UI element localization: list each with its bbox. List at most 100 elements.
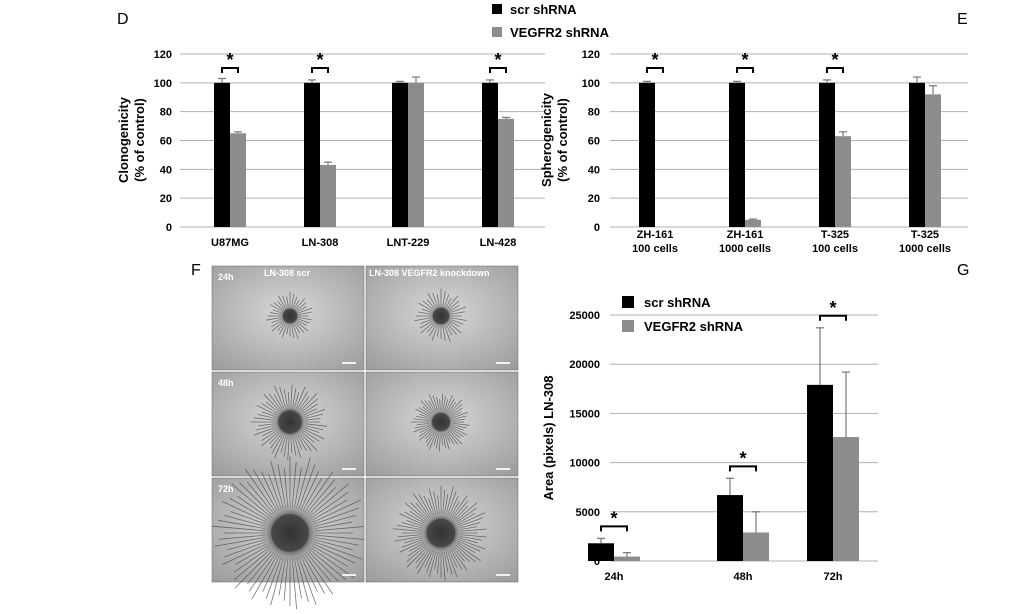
bar-scr	[909, 82, 925, 227]
spike	[296, 457, 311, 509]
bar-vegfr2	[835, 136, 851, 227]
spike	[310, 547, 355, 579]
significance-bracket	[736, 67, 754, 73]
significance-star: *	[316, 50, 323, 70]
y-tick-label: 0	[594, 556, 600, 568]
significance-bracket	[729, 465, 757, 472]
category-label: ZH-161 1000 cells	[719, 229, 771, 255]
y-tick-label: 25000	[569, 310, 600, 322]
scale-bar	[496, 468, 510, 470]
category-label-line: 72h	[824, 571, 843, 583]
spike	[234, 550, 273, 589]
panel-letter-g: G	[957, 262, 969, 279]
category-label-line: 1000 cells	[719, 243, 771, 255]
y-tick-label: 40	[588, 164, 600, 176]
y-axis-label-line: Spherogenicity	[539, 92, 554, 187]
significance-bracket	[600, 525, 628, 532]
scale-bar	[496, 362, 510, 364]
category-label: U87MG	[211, 237, 249, 249]
category-label-line: 100 cells	[812, 243, 858, 255]
legend-swatch	[622, 296, 634, 308]
microscopy-panel: 24h 48h 72h LN-308 scr LN-308 VEGFR2 knockdo…	[211, 265, 519, 611]
bar-vegfr2	[230, 133, 246, 227]
category-label: T-325 1000 cells	[899, 229, 951, 255]
legend-swatch-vegfr2	[492, 27, 502, 37]
chart-spherogenicity: 0 20 40 60 80 100 120 Spherogenicity(% of contr…	[539, 49, 968, 255]
bar-vegfr2	[614, 556, 640, 561]
category-label-line: T-325	[821, 229, 849, 241]
microscopy-image: 24h	[211, 265, 365, 371]
panel-letter-f: F	[191, 262, 201, 279]
spheroid-center	[432, 413, 450, 431]
significance-bracket	[819, 314, 847, 321]
legend-label-vegfr2: VEGFR2 shRNA	[510, 25, 610, 40]
spike	[309, 483, 349, 518]
y-axis-label-line: Clonogenicity	[116, 96, 131, 183]
bar-vegfr2	[833, 437, 859, 561]
bar-scr	[729, 82, 745, 227]
y-tick-label: 80	[160, 107, 172, 119]
category-label: ZH-161 100 cells	[632, 229, 678, 255]
legend-label-scr: scr shRNA	[510, 2, 577, 17]
scale-bar	[342, 362, 356, 364]
col-label-knockdown: LN-308 VEGFR2 knockdown	[369, 268, 490, 278]
spheroid-center	[278, 410, 302, 434]
y-axis-label: Clonogenicity(% of control)	[116, 96, 147, 183]
category-label-line: U87MG	[211, 237, 249, 249]
spike	[312, 499, 361, 523]
y-tick-label: 15000	[569, 408, 600, 420]
y-tick-label: 100	[154, 78, 172, 90]
scale-bar	[342, 574, 356, 576]
y-tick-label: 20	[588, 193, 600, 205]
y-tick-label: 20000	[569, 359, 600, 371]
y-tick-label: 5000	[576, 507, 600, 519]
bar-scr	[304, 82, 320, 227]
y-tick-label: 40	[160, 164, 172, 176]
spheroid-center	[282, 308, 298, 324]
category-label: 48h	[734, 571, 753, 583]
spike	[313, 541, 362, 560]
category-label-line: LN-308	[302, 237, 339, 249]
significance-star: *	[741, 50, 748, 70]
time-label: 48h	[218, 378, 234, 388]
category-label: LN-308	[302, 237, 339, 249]
chart-area: 0 5000 10000 15000 20000 25000 Area (pixels) L…	[541, 295, 878, 583]
spike	[298, 556, 317, 605]
chart-clonogenicity: 0 20 40 60 80 100 120 Clonogenicity(% of contro…	[116, 49, 545, 249]
y-axis-label: Area (pixels) LN-308	[541, 376, 556, 501]
bar-vegfr2	[498, 118, 514, 227]
legend-label: VEGFR2 shRNA	[644, 319, 744, 334]
spike	[231, 483, 271, 518]
y-axis-label-line: Area (pixels) LN-308	[541, 376, 556, 501]
category-label-line: ZH-161	[727, 229, 764, 241]
category-label: 72h	[824, 571, 843, 583]
microscopy-image	[365, 371, 519, 477]
bar-scr	[588, 543, 614, 561]
y-tick-label: 120	[582, 49, 600, 61]
y-tick-label: 80	[588, 107, 600, 119]
panel-letter-e: E	[957, 11, 968, 28]
y-axis-label: Spherogenicity(% of control)	[539, 92, 570, 187]
y-tick-label: 0	[594, 222, 600, 234]
spike	[212, 525, 265, 532]
top-legend: scr shRNA VEGFR2 shRNA	[492, 2, 610, 40]
time-label: 72h	[218, 484, 234, 494]
bar-scr	[807, 384, 833, 561]
significance-star: *	[739, 448, 746, 468]
category-label: LN-428	[480, 237, 517, 249]
category-label-line: 100 cells	[632, 243, 678, 255]
bar-vegfr2	[320, 165, 336, 227]
spheroid-center	[432, 307, 450, 325]
spike	[214, 536, 266, 547]
category-label-line: ZH-161	[637, 229, 674, 241]
y-tick-label: 60	[588, 136, 600, 148]
bar-scr	[392, 82, 408, 227]
significance-bracket	[646, 67, 664, 73]
significance-bracket	[826, 67, 844, 73]
legend-swatch-scr	[492, 4, 502, 14]
panel-letter-d: D	[117, 11, 129, 28]
bar-scr	[482, 82, 498, 227]
bar-vegfr2	[408, 82, 424, 227]
spike	[291, 558, 298, 611]
